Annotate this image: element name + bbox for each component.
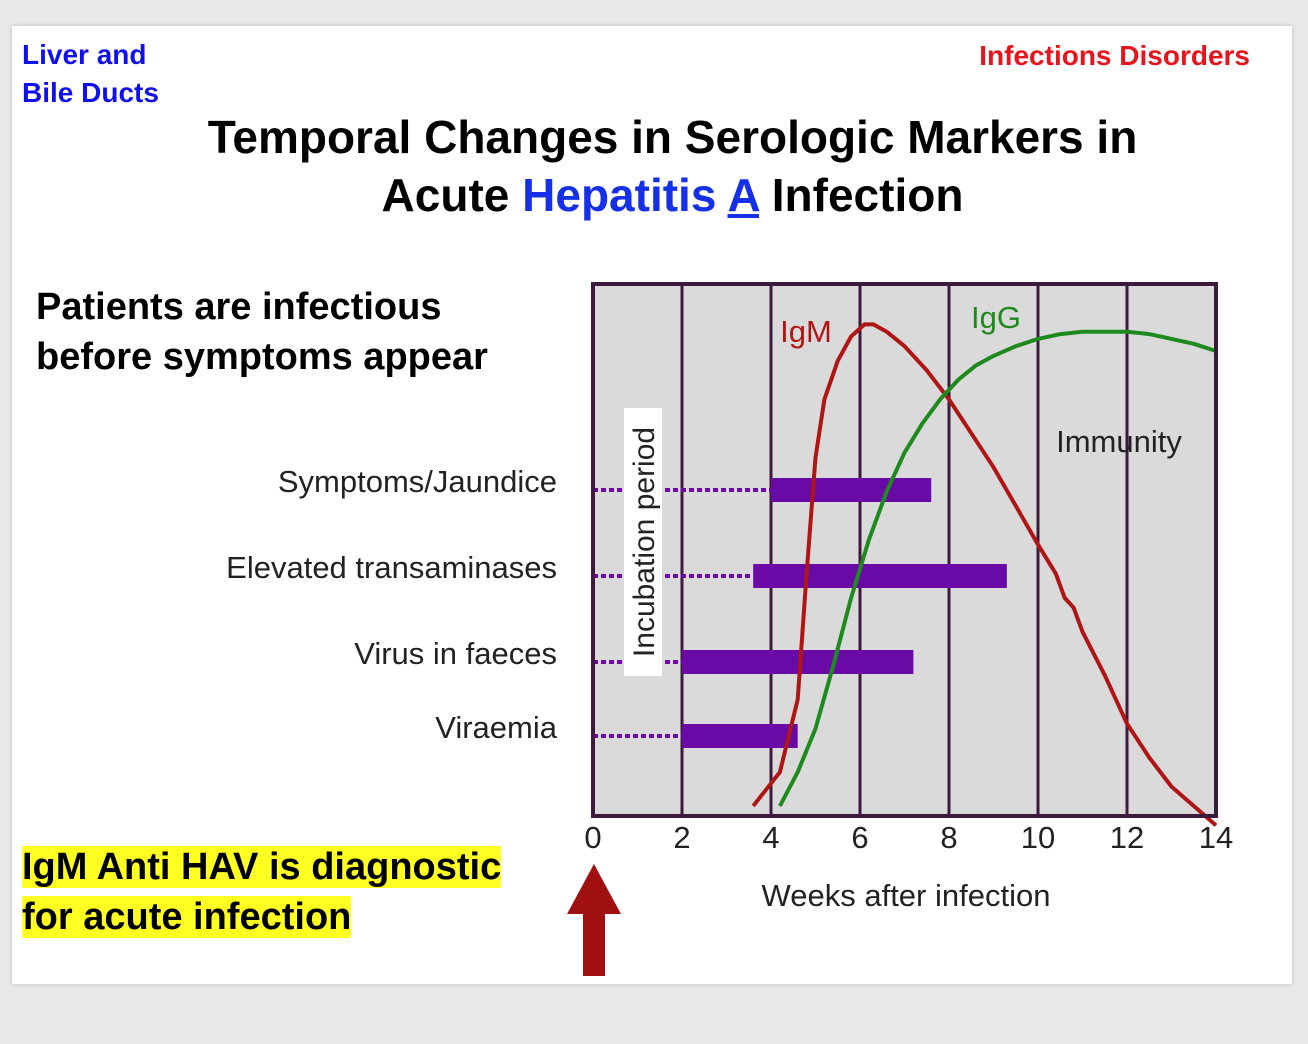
- plot-frame: [591, 282, 1218, 818]
- diagnostic-callout: IgM Anti HAV is diagnostic for acute inf…: [22, 842, 502, 942]
- bar-label-2: Virus in faeces: [354, 636, 557, 671]
- callout-line2: for acute infection: [22, 892, 501, 942]
- x-tick-2: 2: [673, 820, 690, 855]
- x-tick-10: 10: [1021, 820, 1055, 855]
- marker-bars: Symptoms/Jaundice Elevated transaminases V…: [226, 464, 1007, 748]
- title-line2-post: Infection: [759, 169, 964, 221]
- series-label-igm: IgM: [780, 314, 832, 349]
- note-line2: before symptoms appear: [36, 336, 488, 378]
- bar-3: [682, 724, 798, 748]
- bar-label-3: Viraemia: [435, 710, 558, 745]
- bar-1: [753, 564, 1007, 588]
- curve-igg: [778, 329, 1217, 807]
- bar-2: [682, 650, 914, 674]
- topic-label: Infections Disorders: [979, 40, 1250, 71]
- up-arrow-icon: [567, 864, 621, 976]
- x-tick-6: 6: [851, 820, 868, 855]
- bar-0: [771, 478, 932, 502]
- bar-label-0: Symptoms/Jaundice: [278, 464, 557, 499]
- x-tick-labels: 0 2 4 6 8 10 12 14: [584, 820, 1233, 855]
- x-axis-label: Weeks after infection: [762, 878, 1051, 913]
- callout-line1: IgM Anti HAV is diagnostic: [22, 842, 502, 892]
- callout-line1-text: IgM Anti HAV is diagnostic: [22, 846, 502, 888]
- title-link-a[interactable]: A: [727, 169, 759, 221]
- incubation-label-text: Incubation period: [628, 427, 661, 657]
- bar-label-1: Elevated transaminases: [226, 550, 557, 585]
- title-line1: Temporal Changes in Serologic Markers in: [207, 111, 1138, 163]
- callout-line2-text: for acute infection: [22, 896, 352, 938]
- incubation-label: Incubation period: [624, 408, 662, 676]
- antibody-curves: IgM IgG: [751, 300, 1218, 827]
- x-tick-0: 0: [584, 820, 601, 855]
- incubation-label-bg: [624, 408, 662, 676]
- section-label: Liver and Bile Ducts: [22, 36, 159, 112]
- infectious-note: Patients are infectious before symptoms …: [36, 282, 488, 382]
- x-tick-4: 4: [762, 820, 779, 855]
- x-tick-8: 8: [940, 820, 957, 855]
- curve-igm: [751, 322, 1218, 827]
- x-tick-14: 14: [1199, 820, 1233, 855]
- title-hepatitis: Hepatitis: [522, 169, 717, 221]
- title-line2-pre: Acute: [381, 169, 523, 221]
- x-tick-12: 12: [1110, 820, 1144, 855]
- series-label-igg: IgG: [971, 300, 1021, 335]
- immunity-annotation: Immunity: [1056, 424, 1182, 459]
- title-line2: Acute Hepatitis A Infection: [12, 166, 1308, 224]
- section-label-line2: Bile Ducts: [22, 77, 159, 108]
- note-line1: Patients are infectious: [36, 286, 442, 328]
- slide-title: Temporal Changes in Serologic Markers in…: [12, 108, 1308, 224]
- arrow-shape: [567, 864, 621, 976]
- section-label-line1: Liver and: [22, 39, 147, 70]
